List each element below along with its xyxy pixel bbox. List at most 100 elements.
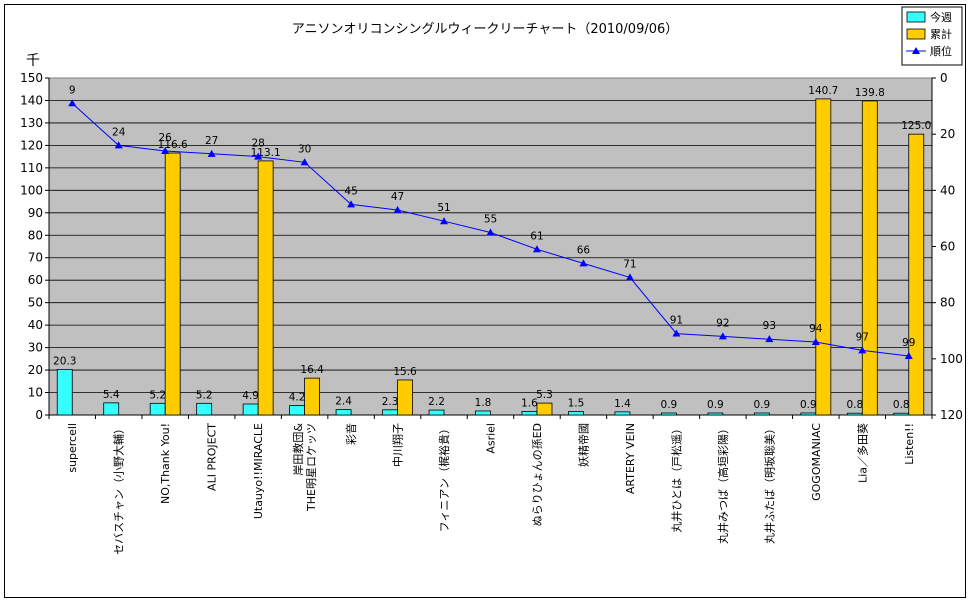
category-label-line: Listen!! [903,423,916,465]
data-label-weekly: 4.9 [242,390,259,402]
data-label-total: 5.3 [536,389,553,401]
category-label: Asriel [485,423,498,454]
data-label-rank: 45 [344,185,357,197]
y-tick-label: 130 [20,116,43,130]
bar-weekly [521,411,538,416]
bar-weekly [475,410,491,416]
category-label-line: セバスチャン（小野大輔） [112,423,126,555]
category-labels: supercell セバスチャン（小野大輔） NO,Thank You! ALI PR… [66,423,916,555]
rank-point [532,245,541,253]
y-tick-label: 80 [28,228,43,242]
data-label-weekly: 0.8 [846,399,863,411]
category-label-line: 妖精帝國 [576,423,590,467]
data-label-weekly: 4.2 [289,392,306,404]
data-label-rank: 93 [763,320,776,332]
bar-weekly [382,409,398,416]
bar-weekly [428,409,445,416]
y-tick-label: 50 [28,296,43,310]
legend-swatch [906,28,926,40]
bar-total [908,133,925,416]
data-label-rank: 9 [69,84,76,96]
y-tick-label: 150 [20,71,43,85]
bar-weekly [846,412,863,416]
data-label-weekly: 5.2 [196,389,213,401]
y2-tick-label: 80 [940,296,955,310]
bar-weekly [893,412,910,416]
data-label-weekly: 2.2 [428,396,445,408]
category-label: 彩音 [344,423,358,445]
bar-weekly [103,402,120,416]
category-label-line: THE明星ロケッツ [305,423,318,512]
category-label-line: Utauyo!!MIRACLE [252,423,265,519]
y-tick-label: 90 [28,206,43,220]
data-label-weekly: 0.9 [753,399,770,411]
legend-swatch [906,11,926,23]
legend-label: 今週 [930,10,952,24]
bar-total [536,402,553,416]
data-label-rank: 61 [530,230,543,242]
rank-point [207,149,216,157]
rank-point [300,158,309,166]
y-tick-label: 70 [28,251,43,265]
data-label-total: 113.1 [251,147,281,159]
category-label: Utauyo!!MIRACLE [252,423,265,519]
data-label-weekly: 1.4 [614,398,631,410]
data-label-rank: 92 [716,317,729,329]
category-label: セバスチャン（小野大輔） [112,423,126,555]
data-label-total: 16.4 [300,364,324,376]
y2-tick-label: 20 [940,127,955,141]
data-label-rank: 47 [391,191,404,203]
data-label-weekly: 0.9 [800,399,817,411]
legend-marker [912,47,920,54]
data-label-total: 125.0 [901,120,931,132]
data-label-weekly: 5.4 [103,389,120,401]
data-label-weekly: 1.6 [521,397,538,409]
data-label-rank: 99 [902,337,915,349]
data-label-rank: 51 [437,202,450,214]
y-tick-label: 120 [20,138,43,152]
rank-line [68,99,913,360]
data-label-weekly: 1.5 [568,398,585,410]
data-label-weekly: 0.8 [893,399,910,411]
data-label-total: 116.6 [158,139,188,151]
category-label: ぬらりひょんの孫ED [531,423,544,526]
rank-point [904,352,913,360]
y-tick-label: 10 [28,386,43,400]
category-label-line: supercell [66,423,79,473]
bar-total [304,377,321,416]
rank-point [718,332,727,340]
bar-total [397,379,413,416]
rank-point [393,205,402,213]
category-label-line: ALI PROJECT [206,423,219,491]
bar-weekly [614,411,631,416]
data-label-weekly: 0.9 [661,399,678,411]
category-label-line: 丸井ひとは（戸松遥） [669,423,683,533]
category-label-line: 岸田教団& [292,423,305,476]
category-label-line: 中川翔子 [391,423,405,467]
data-label-rank: 97 [856,331,869,343]
y-tick-label: 30 [28,341,43,355]
y2-tick-label: 40 [940,183,955,197]
category-label-line: 彩音 [344,423,358,445]
data-label-rank: 28 [251,138,264,150]
data-label-rank: 66 [577,244,591,256]
bars [56,98,925,416]
y-tick-label: 110 [20,161,43,175]
chart-title: アニソンオリコンシングルウィークリーチャート（2010/09/06） [292,22,679,37]
category-label: 丸井みつば（高垣彩陽） [716,423,730,544]
plot-background [48,77,933,416]
data-label-rank: 27 [205,135,218,147]
data-label-weekly: 2.3 [382,396,399,408]
category-label: フィニアン（梶裕貴） [437,423,451,532]
category-label-line: Lia／多田葵 [855,423,869,483]
y2-tick-label: 0 [940,71,948,85]
category-label: Lia／多田葵 [855,423,869,483]
bar-weekly [289,405,306,416]
rank-point [161,147,170,155]
y-tick-label: 60 [28,273,43,287]
category-label: 丸井ひとは（戸松遥） [669,423,683,533]
rank-point [254,152,263,160]
category-label: supercell [66,423,79,473]
bar-weekly [149,402,166,416]
category-label: ALI PROJECT [206,423,219,491]
